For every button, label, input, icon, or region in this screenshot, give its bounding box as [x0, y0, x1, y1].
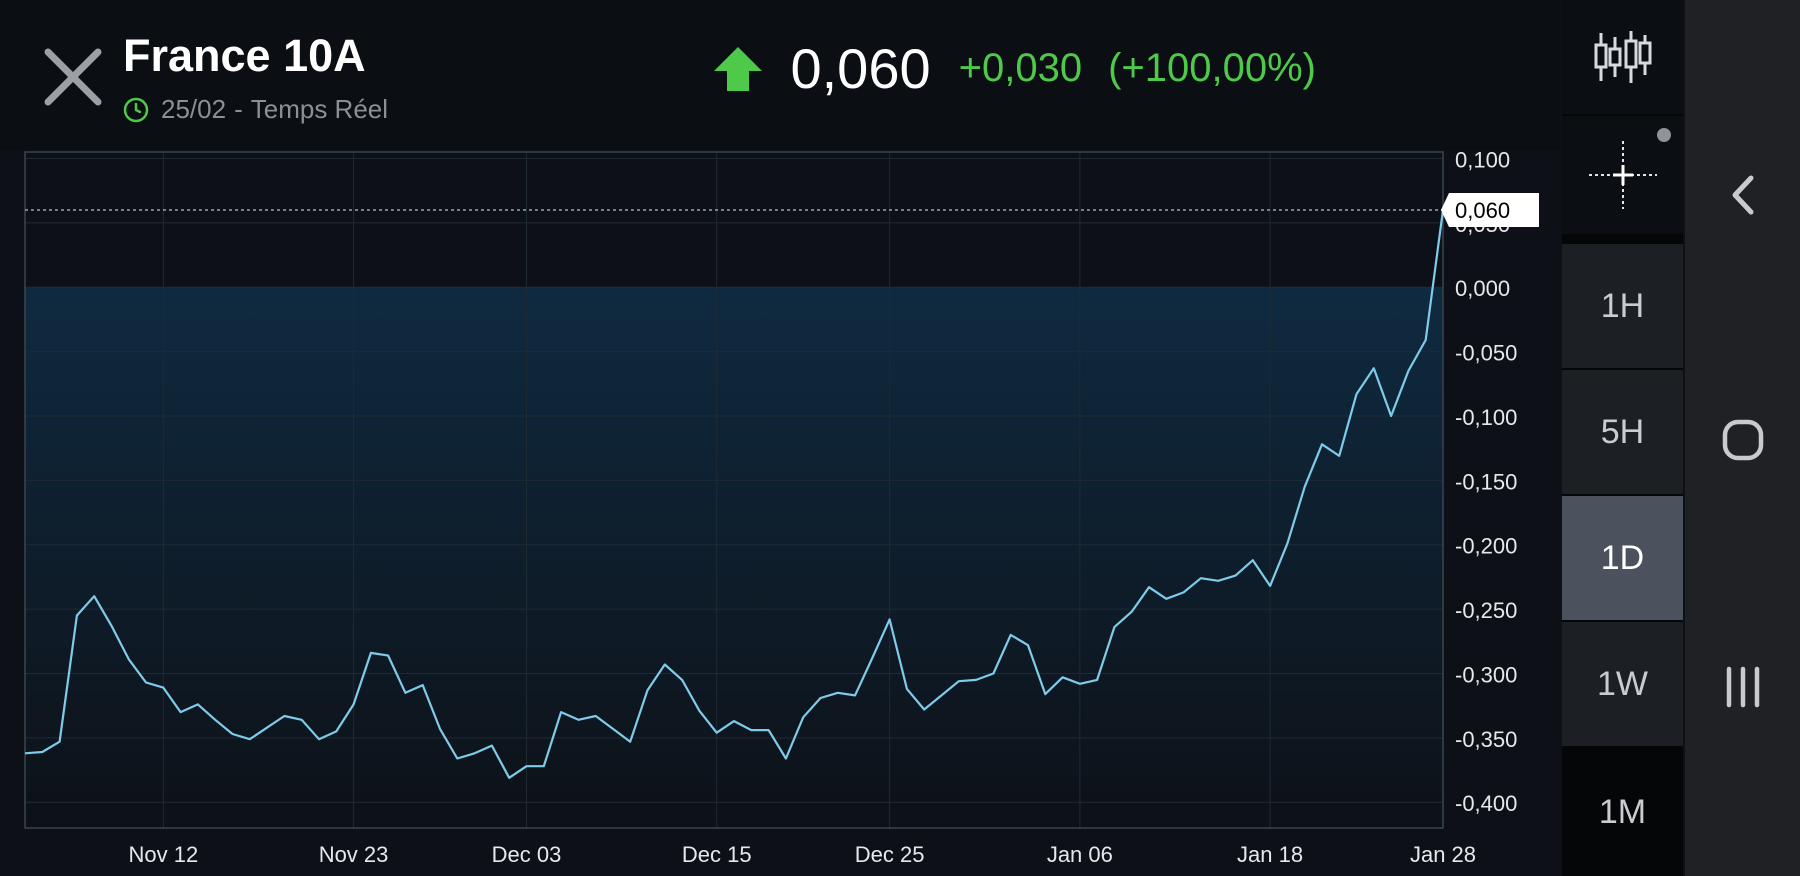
- timeframe-1w[interactable]: 1W: [1562, 622, 1683, 746]
- y-tick-label: -0,050: [1455, 341, 1517, 366]
- clock-icon: [123, 97, 149, 122]
- below-zero-region: [25, 287, 1443, 828]
- chart-area[interactable]: 0,1000,0500,000-0,050-0,100-0,150-0,200-…: [0, 150, 1560, 876]
- chart-type-button[interactable]: [1562, 0, 1683, 114]
- price-change: +0,030: [958, 46, 1083, 90]
- x-tick-label: Dec 03: [492, 842, 562, 867]
- home-icon: [1722, 419, 1763, 461]
- x-tick-label: Nov 12: [128, 842, 198, 867]
- candlestick-icon: [1594, 31, 1651, 83]
- crosshair-icon: [1588, 141, 1657, 209]
- x-tick-label: Dec 25: [855, 842, 925, 867]
- last-value-tag: [1441, 192, 1539, 227]
- series-line: [24, 209, 1445, 779]
- y-tick-label: 0,100: [1455, 150, 1510, 172]
- last-value-label: 0,060: [1455, 198, 1510, 223]
- separator: -: [234, 94, 243, 124]
- home-button[interactable]: [1685, 395, 1800, 485]
- y-tick-label: -0,400: [1455, 791, 1517, 816]
- x-tick-label: Nov 23: [319, 842, 389, 867]
- recents-icon: [1726, 666, 1759, 708]
- x-tick-label: Jan 06: [1047, 842, 1113, 867]
- x-tick-label: Jan 28: [1410, 842, 1476, 867]
- y-tick-label: -0,150: [1455, 469, 1517, 494]
- up-arrow-icon: [714, 46, 763, 91]
- quote-date: 25/02: [161, 94, 227, 124]
- price-block: 0,060 +0,030 (+100,00%): [712, 36, 1316, 101]
- y-tick-label: 0,000: [1455, 276, 1510, 301]
- y-tick-label: -0,300: [1455, 662, 1517, 687]
- x-tick-label: Jan 18: [1237, 842, 1303, 867]
- y-tick-label: -0,350: [1455, 727, 1517, 752]
- timeframe-1h[interactable]: 1H: [1562, 244, 1683, 368]
- last-price: 0,060: [790, 37, 931, 100]
- realtime-label: Temps Réel: [250, 94, 389, 124]
- price-chart[interactable]: 0,1000,0500,000-0,050-0,100-0,150-0,200-…: [0, 150, 1560, 876]
- y-tick-label: -0,100: [1455, 405, 1517, 430]
- y-tick-label: -0,200: [1455, 534, 1517, 559]
- instrument-title: France 10A: [123, 30, 366, 81]
- crosshair-button[interactable]: [1562, 116, 1683, 234]
- system-nav-bar: [1685, 0, 1800, 876]
- price-change-pct: (+100,00%): [1108, 46, 1316, 90]
- back-icon: [1732, 175, 1753, 215]
- plot-frame: [24, 151, 1444, 829]
- recents-button[interactable]: [1685, 642, 1800, 732]
- back-button[interactable]: [1685, 150, 1800, 240]
- timestamp-row: 25/02 - Temps Réel: [123, 94, 388, 125]
- timeframe-1d[interactable]: 1D: [1562, 496, 1683, 620]
- close-icon[interactable]: [38, 42, 108, 112]
- timeframe-5h[interactable]: 5H: [1562, 370, 1683, 494]
- x-tick-label: Dec 15: [682, 842, 752, 867]
- y-tick-label: -0,250: [1455, 598, 1517, 623]
- indicator-dot: [1657, 128, 1671, 142]
- header: France 10A 25/02 - Temps Réel 0,060 +0,0…: [0, 0, 1560, 150]
- chart-toolbar: 1H 5H 1D 1W 1M: [1562, 0, 1683, 876]
- timeframe-1m[interactable]: 1M: [1562, 750, 1683, 874]
